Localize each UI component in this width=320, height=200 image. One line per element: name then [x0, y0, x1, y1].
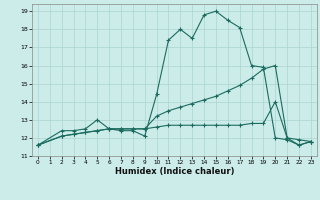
X-axis label: Humidex (Indice chaleur): Humidex (Indice chaleur): [115, 167, 234, 176]
